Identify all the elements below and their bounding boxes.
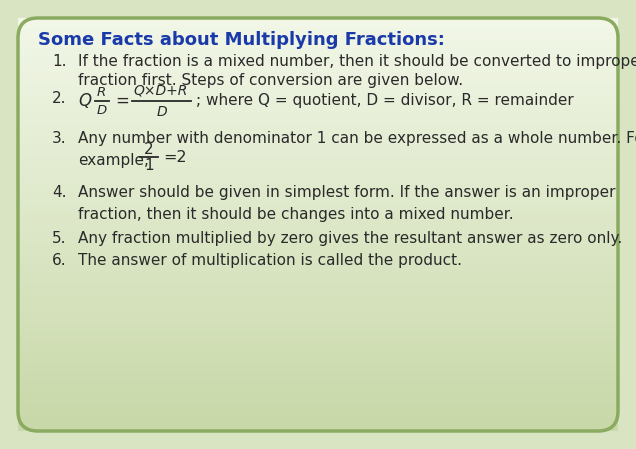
Text: R: R: [97, 85, 106, 98]
Text: 6.: 6.: [52, 253, 67, 268]
Text: If the fraction is a mixed number, then it should be converted to improper: If the fraction is a mixed number, then …: [78, 54, 636, 69]
Text: D: D: [97, 104, 107, 116]
Text: 2.: 2.: [52, 91, 67, 106]
Text: Any number with denominator 1 can be expressed as a whole number. For: Any number with denominator 1 can be exp…: [78, 131, 636, 146]
Text: Answer should be given in simplest form. If the answer is an improper: Answer should be given in simplest form.…: [78, 185, 616, 200]
Text: Any fraction multiplied by zero gives the resultant answer as zero only.: Any fraction multiplied by zero gives th…: [78, 231, 622, 246]
Text: fraction, then it should be changes into a mixed number.: fraction, then it should be changes into…: [78, 207, 514, 222]
Text: 5.: 5.: [52, 231, 67, 246]
Text: The answer of multiplication is called the product.: The answer of multiplication is called t…: [78, 253, 462, 268]
Text: =2: =2: [163, 150, 186, 164]
Text: Q×D+R: Q×D+R: [133, 84, 188, 98]
Text: ; where Q = quotient, D = divisor, R = remainder: ; where Q = quotient, D = divisor, R = r…: [196, 93, 574, 109]
Text: 2: 2: [144, 141, 154, 157]
Text: =: =: [115, 92, 129, 110]
Text: 4.: 4.: [52, 185, 67, 200]
Text: Q: Q: [78, 92, 91, 110]
Text: Some Facts about Multiplying Fractions:: Some Facts about Multiplying Fractions:: [38, 31, 445, 49]
Text: 1.: 1.: [52, 54, 67, 69]
Text: D: D: [157, 105, 168, 119]
Text: 3.: 3.: [52, 131, 67, 146]
Text: fraction first. Steps of conversion are given below.: fraction first. Steps of conversion are …: [78, 73, 463, 88]
Text: example,: example,: [78, 153, 149, 168]
Text: 1: 1: [144, 158, 154, 172]
